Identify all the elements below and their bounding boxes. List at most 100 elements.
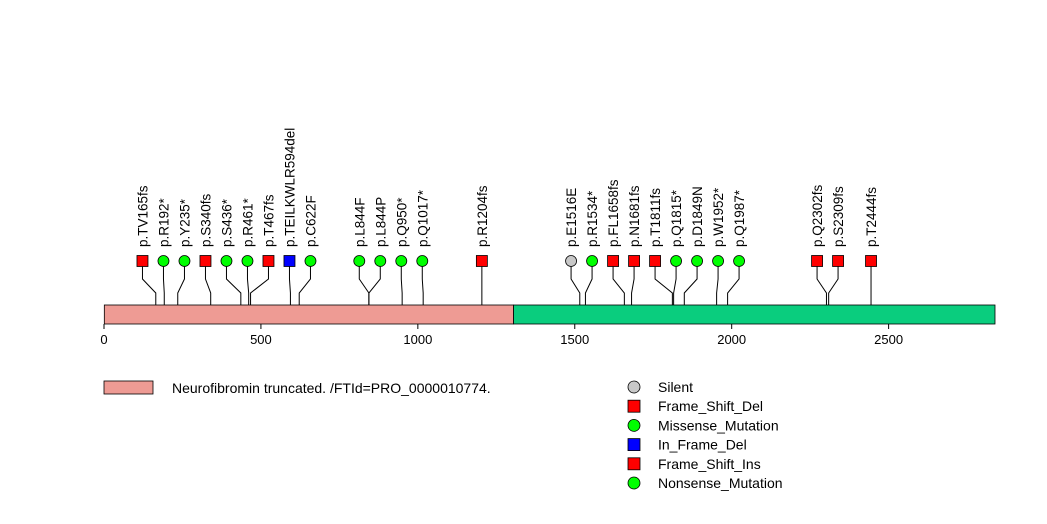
mutation-stem-15 <box>584 266 593 305</box>
mutation-marker-6 <box>262 255 275 267</box>
mutation-marker-15 <box>586 255 598 267</box>
mutation-stem-8 <box>298 266 311 305</box>
legend-label-0: Silent <box>658 379 693 395</box>
mutation-label-9: p.L844F <box>352 197 367 247</box>
mutation-stem-16 <box>612 266 625 305</box>
mutation-stem-1 <box>162 266 165 305</box>
legend-marker-1 <box>627 399 641 413</box>
mutation-marker-13 <box>475 255 488 267</box>
mutation-label-15: p.R1534* <box>585 190 600 247</box>
mutation-stem-11 <box>400 266 403 305</box>
axis-tick-label-1: 500 <box>250 332 272 347</box>
mutation-marker-25 <box>865 255 877 267</box>
mutation-label-22: p.Q1987* <box>732 189 747 247</box>
mutation-label-8: p.C622F <box>303 195 318 247</box>
mutation-label-17: p.N1681fs <box>627 185 642 247</box>
legend-marker-0 <box>627 380 641 394</box>
mutation-label-13: p.R1204fs <box>475 185 490 247</box>
mutation-stem-4 <box>225 266 242 305</box>
axis-tick-label-5: 2500 <box>874 332 903 347</box>
mutation-marker-11 <box>395 255 408 267</box>
legend-marker-4 <box>627 457 641 471</box>
legend-marker-3 <box>627 438 641 452</box>
mutation-marker-5 <box>241 255 254 267</box>
domain-bar-0 <box>103 304 514 325</box>
mutation-label-1: p.R192* <box>156 197 171 247</box>
mutation-label-7: p.TEILKWLR594del <box>282 128 297 247</box>
mutation-label-11: p.Q950* <box>394 197 409 247</box>
mutation-label-0: p.TV165fs <box>135 185 150 247</box>
mutation-marker-22 <box>733 255 745 267</box>
mutation-stem-3 <box>204 266 212 305</box>
legend-label-3: In_Frame_Del <box>658 437 747 453</box>
mutation-marker-23 <box>811 255 823 267</box>
mutation-label-6: p.T467fs <box>261 194 276 247</box>
legend: Neurofibromin truncated. /FTId=PRO_00000… <box>103 379 783 491</box>
mutation-marker-17 <box>628 255 640 267</box>
mutation-label-25: p.T2444fs <box>864 187 879 247</box>
mutation-stem-24 <box>828 266 839 305</box>
mutation-marker-16 <box>607 255 619 267</box>
legend-domain-swatch <box>103 380 154 395</box>
mutation-label-10: p.L844P <box>373 197 388 247</box>
mutation-marker-7 <box>283 255 296 267</box>
mutation-stem-7 <box>288 266 291 305</box>
mutation-marker-19 <box>670 255 682 267</box>
legend-label-1: Frame_Shift_Del <box>658 398 763 414</box>
mutation-stem-18 <box>654 266 673 305</box>
mutation-label-20: p.D1849N <box>690 186 705 247</box>
mutation-stem-6 <box>250 266 269 305</box>
mutation-label-12: p.Q1017* <box>415 189 430 247</box>
mutation-stem-5 <box>246 266 250 305</box>
mutation-label-5: p.R461* <box>240 197 255 247</box>
axis-tick-label-4: 2000 <box>717 332 746 347</box>
mutation-stem-0 <box>141 266 157 305</box>
mutation-label-2: p.Y235* <box>177 198 192 247</box>
mutation-stem-17 <box>631 266 635 305</box>
mutation-label-19: p.Q1815* <box>669 189 684 247</box>
legend-label-2: Missense_Mutation <box>658 417 779 433</box>
mutation-markers <box>136 255 877 267</box>
protein-domains <box>103 304 996 325</box>
mutation-marker-24 <box>832 255 844 267</box>
mutation-stem-10 <box>368 266 381 305</box>
x-axis: 0 500 1000 1500 2000 2500 <box>100 324 903 347</box>
mutation-label-18: p.T1811fs <box>648 188 663 247</box>
mutation-stem-23 <box>816 266 827 305</box>
mutation-label-21: p.W1952* <box>711 187 726 247</box>
axis-tick-label-2: 1000 <box>403 332 432 347</box>
mutation-label-16: p.FL1658fs <box>606 179 621 247</box>
mutation-marker-10 <box>374 255 387 267</box>
mutation-marker-14 <box>565 255 577 267</box>
mutation-stem-21 <box>716 266 719 305</box>
mutation-stem-22 <box>727 266 740 305</box>
legend-marker-5 <box>627 476 641 490</box>
legend-marker-2 <box>627 418 641 432</box>
mutation-label-24: p.S2309fs <box>831 186 846 247</box>
mutation-marker-1 <box>157 255 170 267</box>
mutation-label-14: p.E1516E <box>564 188 579 247</box>
mutation-marker-21 <box>712 255 724 267</box>
mutation-stem-9 <box>358 266 370 305</box>
axis-tick-label-3: 1500 <box>560 332 589 347</box>
mutation-marker-20 <box>691 255 703 267</box>
mutation-marker-9 <box>353 255 366 267</box>
domain-bar-1 <box>513 304 996 325</box>
mutation-marker-0 <box>136 255 149 267</box>
legend-label-4: Frame_Shift_Ins <box>658 456 761 472</box>
mutation-marker-8 <box>304 255 317 267</box>
mutation-marker-2 <box>178 255 191 267</box>
mutation-marker-3 <box>199 255 212 267</box>
mutation-stem-12 <box>421 266 424 305</box>
axis-tick-label-0: 0 <box>100 332 107 347</box>
mutation-stem-2 <box>177 266 185 305</box>
mutation-stems <box>141 266 872 305</box>
mutation-labels: p.TV165fs p.R192* p.Y235* p.S340fs p.S436* p.… <box>135 128 879 247</box>
mutation-marker-12 <box>416 255 429 267</box>
legend-label-5: Nonsense_Mutation <box>658 475 783 491</box>
mutation-marker-4 <box>220 255 233 267</box>
mutation-label-3: p.S340fs <box>198 193 213 247</box>
mutation-label-4: p.S436* <box>219 198 234 247</box>
mutation-label-23: p.Q2302fs <box>810 184 825 247</box>
